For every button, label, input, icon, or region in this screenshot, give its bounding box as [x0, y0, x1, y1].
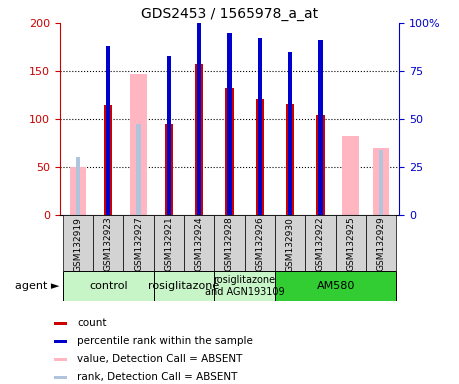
- Bar: [373, 148, 390, 215]
- Bar: [76, 157, 80, 215]
- Bar: [319, 40, 323, 215]
- Bar: [214, 271, 275, 301]
- Text: value, Detection Call = ABSENT: value, Detection Call = ABSENT: [77, 354, 242, 364]
- Text: control: control: [89, 281, 128, 291]
- Bar: [69, 167, 86, 215]
- Text: GSM132922: GSM132922: [316, 217, 325, 271]
- Text: rank, Detection Call = ABSENT: rank, Detection Call = ABSENT: [77, 372, 237, 382]
- Bar: [275, 271, 396, 301]
- Bar: [379, 150, 383, 215]
- Text: GSM132923: GSM132923: [104, 217, 113, 271]
- Text: GSM132927: GSM132927: [134, 217, 143, 271]
- Bar: [165, 124, 173, 215]
- Bar: [104, 104, 112, 215]
- Bar: [136, 124, 140, 215]
- Text: GSM132930: GSM132930: [285, 217, 295, 271]
- Bar: [366, 215, 396, 271]
- Bar: [123, 215, 154, 271]
- Bar: [225, 88, 234, 215]
- Bar: [54, 322, 67, 325]
- Bar: [154, 271, 214, 301]
- Bar: [195, 65, 203, 215]
- Bar: [63, 215, 93, 271]
- Bar: [184, 215, 214, 271]
- Bar: [154, 215, 184, 271]
- Text: percentile rank within the sample: percentile rank within the sample: [77, 336, 253, 346]
- Bar: [54, 376, 67, 379]
- Bar: [316, 115, 325, 215]
- Text: rosiglitazone: rosiglitazone: [148, 281, 220, 291]
- Bar: [286, 104, 294, 215]
- Bar: [336, 215, 366, 271]
- Bar: [106, 46, 110, 215]
- Bar: [93, 215, 123, 271]
- Title: GDS2453 / 1565978_a_at: GDS2453 / 1565978_a_at: [141, 7, 318, 21]
- Text: GSM132924: GSM132924: [195, 217, 204, 271]
- Bar: [54, 340, 67, 343]
- Text: GSM132929: GSM132929: [377, 217, 386, 271]
- Text: count: count: [77, 318, 106, 328]
- Bar: [305, 215, 336, 271]
- Bar: [288, 52, 292, 215]
- Bar: [130, 74, 147, 215]
- Text: AM580: AM580: [316, 281, 355, 291]
- Bar: [245, 215, 275, 271]
- Bar: [227, 33, 232, 215]
- Text: GSM132921: GSM132921: [164, 217, 174, 271]
- Text: agent ►: agent ►: [15, 281, 59, 291]
- Bar: [257, 38, 262, 215]
- Bar: [63, 271, 154, 301]
- Text: rosiglitazone
and AGN193109: rosiglitazone and AGN193109: [205, 275, 285, 297]
- Text: GSM132928: GSM132928: [225, 217, 234, 271]
- Bar: [167, 56, 171, 215]
- Text: GSM132925: GSM132925: [346, 217, 355, 271]
- Text: GSM132919: GSM132919: [73, 217, 82, 271]
- Bar: [342, 136, 359, 215]
- Bar: [197, 21, 202, 215]
- Bar: [214, 215, 245, 271]
- Bar: [54, 358, 67, 361]
- Text: GSM132926: GSM132926: [255, 217, 264, 271]
- Bar: [275, 215, 305, 271]
- Bar: [256, 99, 264, 215]
